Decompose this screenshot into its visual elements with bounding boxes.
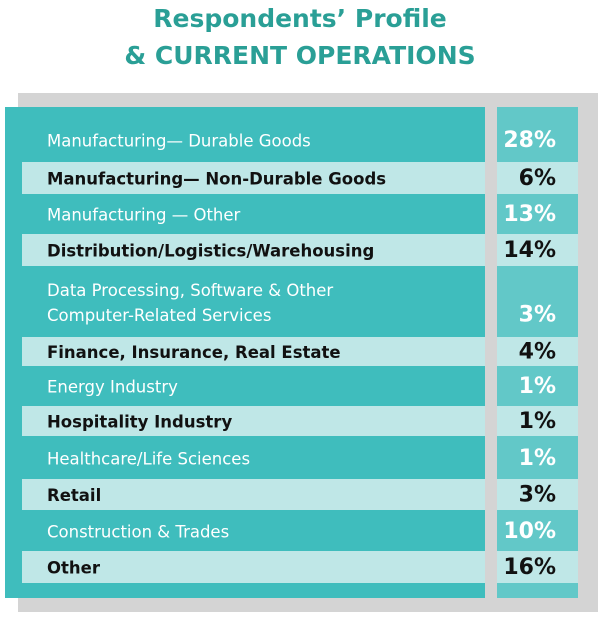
- row-value: 3%: [519, 483, 556, 508]
- row-band: [22, 551, 485, 583]
- row-value: 1%: [519, 446, 556, 471]
- row-band: [22, 406, 485, 436]
- row-label: Distribution/Logistics/Warehousing: [47, 242, 374, 261]
- row-label: Data Processing, Software & Other: [47, 281, 333, 300]
- row-label: Hospitality Industry: [47, 413, 232, 432]
- row-label: Other: [47, 559, 101, 578]
- value-band: [497, 551, 578, 583]
- row-label: Retail: [47, 486, 101, 505]
- title-line: Respondents’ Profile: [153, 4, 447, 33]
- row-band: [22, 234, 485, 266]
- row-label: Construction & Trades: [47, 523, 229, 542]
- row-label: Manufacturing— Durable Goods: [47, 132, 311, 151]
- value-band: [497, 479, 578, 510]
- row-value: 16%: [503, 555, 556, 580]
- value-band: [497, 337, 578, 366]
- row-label: Manufacturing— Non-Durable Goods: [47, 170, 386, 189]
- row-value: 1%: [519, 409, 556, 434]
- row-label: Finance, Insurance, Real Estate: [47, 343, 341, 362]
- row-value: 4%: [519, 340, 556, 365]
- row-value: 10%: [503, 519, 556, 544]
- row-label: Computer-Related Services: [47, 306, 271, 325]
- row-label: Manufacturing — Other: [47, 206, 241, 225]
- value-band: [497, 406, 578, 436]
- row-band: [22, 162, 485, 194]
- title-line: & CURRENT OPERATIONS: [124, 41, 475, 70]
- row-value: 6%: [519, 166, 556, 191]
- row-label: Healthcare/Life Sciences: [47, 450, 250, 469]
- row-value: 14%: [503, 238, 556, 263]
- row-band: [22, 337, 485, 366]
- row-band: [22, 479, 485, 510]
- row-value: 1%: [519, 374, 556, 399]
- row-value: 28%: [503, 128, 556, 153]
- row-value: 3%: [519, 303, 556, 328]
- row-value: 13%: [503, 202, 556, 227]
- value-band: [497, 162, 578, 194]
- value-band: [497, 234, 578, 266]
- row-label: Energy Industry: [47, 378, 178, 397]
